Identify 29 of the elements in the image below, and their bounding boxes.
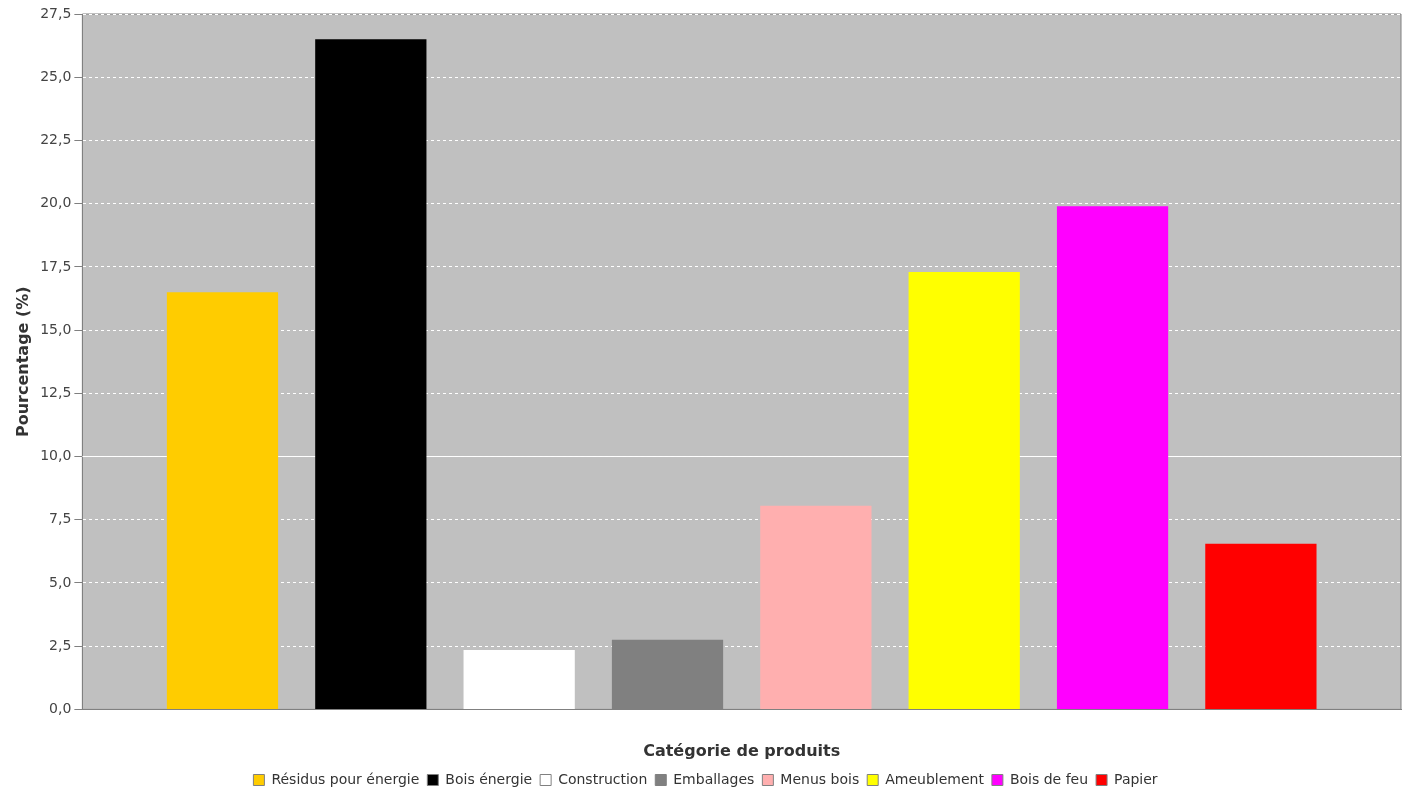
legend-label: Papier [1114,770,1158,787]
y-tick-label: 17,5 [40,257,72,274]
y-tick-label: 25,0 [40,67,72,84]
x-axis-title: Catégorie de produits [643,740,841,760]
legend-label: Construction [558,770,648,787]
y-tick-label: 7,5 [49,510,72,527]
y-axis-title: Pourcentage (%) [12,286,32,438]
y-tick-label: 10,0 [40,447,72,464]
bar [1056,206,1169,709]
bar [166,292,279,709]
legend-label: Menus bois [780,770,860,787]
y-tick-label: 12,5 [40,383,72,400]
bar [760,505,872,709]
y-tick-label: 5,0 [49,573,72,590]
y-tick-label: 2,5 [49,636,72,653]
y-tick-label: 22,5 [40,131,72,148]
legend-label: Emballages [673,770,755,787]
bar [1205,543,1317,709]
y-tick-label: 0,0 [49,700,72,717]
legend-label: Bois énergie [445,770,533,787]
bar [908,271,1020,709]
bar [315,39,427,709]
y-tick-label: 20,0 [40,194,72,211]
y-tick-label: 27,5 [40,4,72,21]
y-tick-label: 15,0 [40,320,72,337]
legend-label: Ameublement [885,770,985,787]
bar [463,649,575,709]
legend-label: Résidus pour énergie [271,770,420,787]
legend-label: Bois de feu [1009,770,1089,787]
